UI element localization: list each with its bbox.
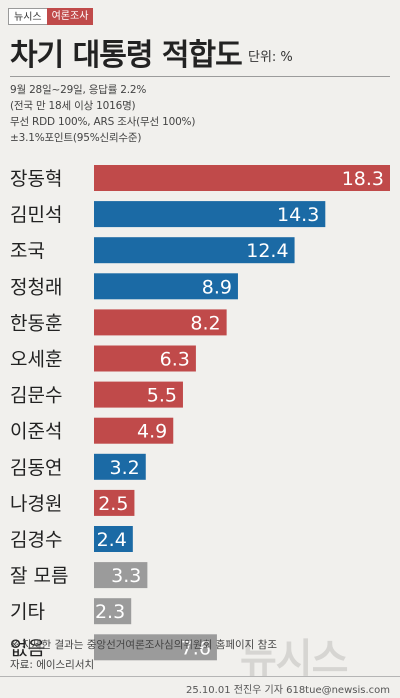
- category-label: 나경원: [10, 493, 62, 515]
- credit-line: 25.10.01 전진우 기자 618tue@newsis.com: [186, 685, 390, 696]
- category-label: 한동훈: [10, 312, 62, 334]
- survey-period: 9월 28일~29일, 응답률 2.2%: [10, 84, 147, 96]
- category-label: 이준석: [10, 421, 62, 443]
- category-label: 장동혁: [10, 168, 62, 190]
- bar: [94, 417, 174, 444]
- bar: [94, 489, 135, 516]
- bar: [94, 273, 238, 300]
- bar: [94, 165, 390, 191]
- value-label: 2.4: [97, 529, 127, 551]
- footnote: ※ 자세한 결과는 중앙선거여론조사심의위원회 홈페이지 참조: [10, 639, 277, 651]
- category-label: 기타: [10, 601, 45, 623]
- value-label: 3.3: [111, 565, 141, 587]
- value-label: 14.3: [277, 204, 319, 226]
- category-label: 김문수: [10, 385, 62, 407]
- category-label: 잘 모름: [10, 565, 68, 587]
- survey-margin: ±3.1%포인트(95%신뢰수준): [10, 132, 142, 144]
- category-tag: 여론조사: [46, 8, 94, 25]
- category-label: 정청래: [10, 276, 62, 298]
- bar: [94, 562, 148, 589]
- category-label: 김동연: [10, 457, 62, 479]
- value-label: 8.2: [190, 312, 220, 334]
- value-label: 6.3: [160, 349, 190, 371]
- bar: [94, 598, 132, 625]
- bar: [94, 345, 196, 372]
- value-label: 5.5: [147, 385, 177, 407]
- unit-label: 단위: %: [248, 50, 293, 65]
- survey-info: 9월 28일~29일, 응답률 2.2% (전국 만 18세 이상 1016명)…: [10, 82, 195, 146]
- value-label: 2.5: [98, 493, 128, 515]
- brand-tag: 뉴시스: [8, 8, 47, 25]
- header-tags: 뉴시스 여론조사: [8, 8, 94, 25]
- survey-method: 무선 RDD 100%, ARS 조사(무선 100%): [10, 116, 196, 128]
- category-label: 없음: [10, 637, 45, 659]
- value-label: 18.3: [342, 168, 384, 190]
- value-label: 2.3: [95, 601, 125, 623]
- watermark-logo: 뉴시스: [240, 636, 348, 682]
- category-label: 김경수: [10, 529, 62, 551]
- category-label: 오세훈: [10, 349, 62, 371]
- bar: [94, 237, 295, 264]
- bar: [94, 309, 227, 336]
- source-label: 자료: 에이스리서치: [10, 659, 95, 671]
- bar: [94, 381, 183, 408]
- value-label: 7.6: [181, 637, 211, 659]
- bar: [94, 201, 326, 228]
- bar: [94, 526, 133, 552]
- category-label: 조국: [10, 240, 45, 262]
- bar: [94, 453, 146, 480]
- category-label: 김민석: [10, 204, 62, 226]
- footer-divider: [0, 676, 400, 677]
- bar: [94, 634, 217, 661]
- value-label: 12.4: [246, 240, 288, 262]
- title-divider: [10, 76, 390, 77]
- survey-sample: (전국 만 18세 이상 1016명): [10, 100, 136, 112]
- chart-title: 차기 대통령 적합도: [10, 38, 243, 73]
- value-label: 4.9: [137, 421, 167, 443]
- value-label: 3.2: [110, 457, 140, 479]
- value-label: 8.9: [202, 276, 232, 298]
